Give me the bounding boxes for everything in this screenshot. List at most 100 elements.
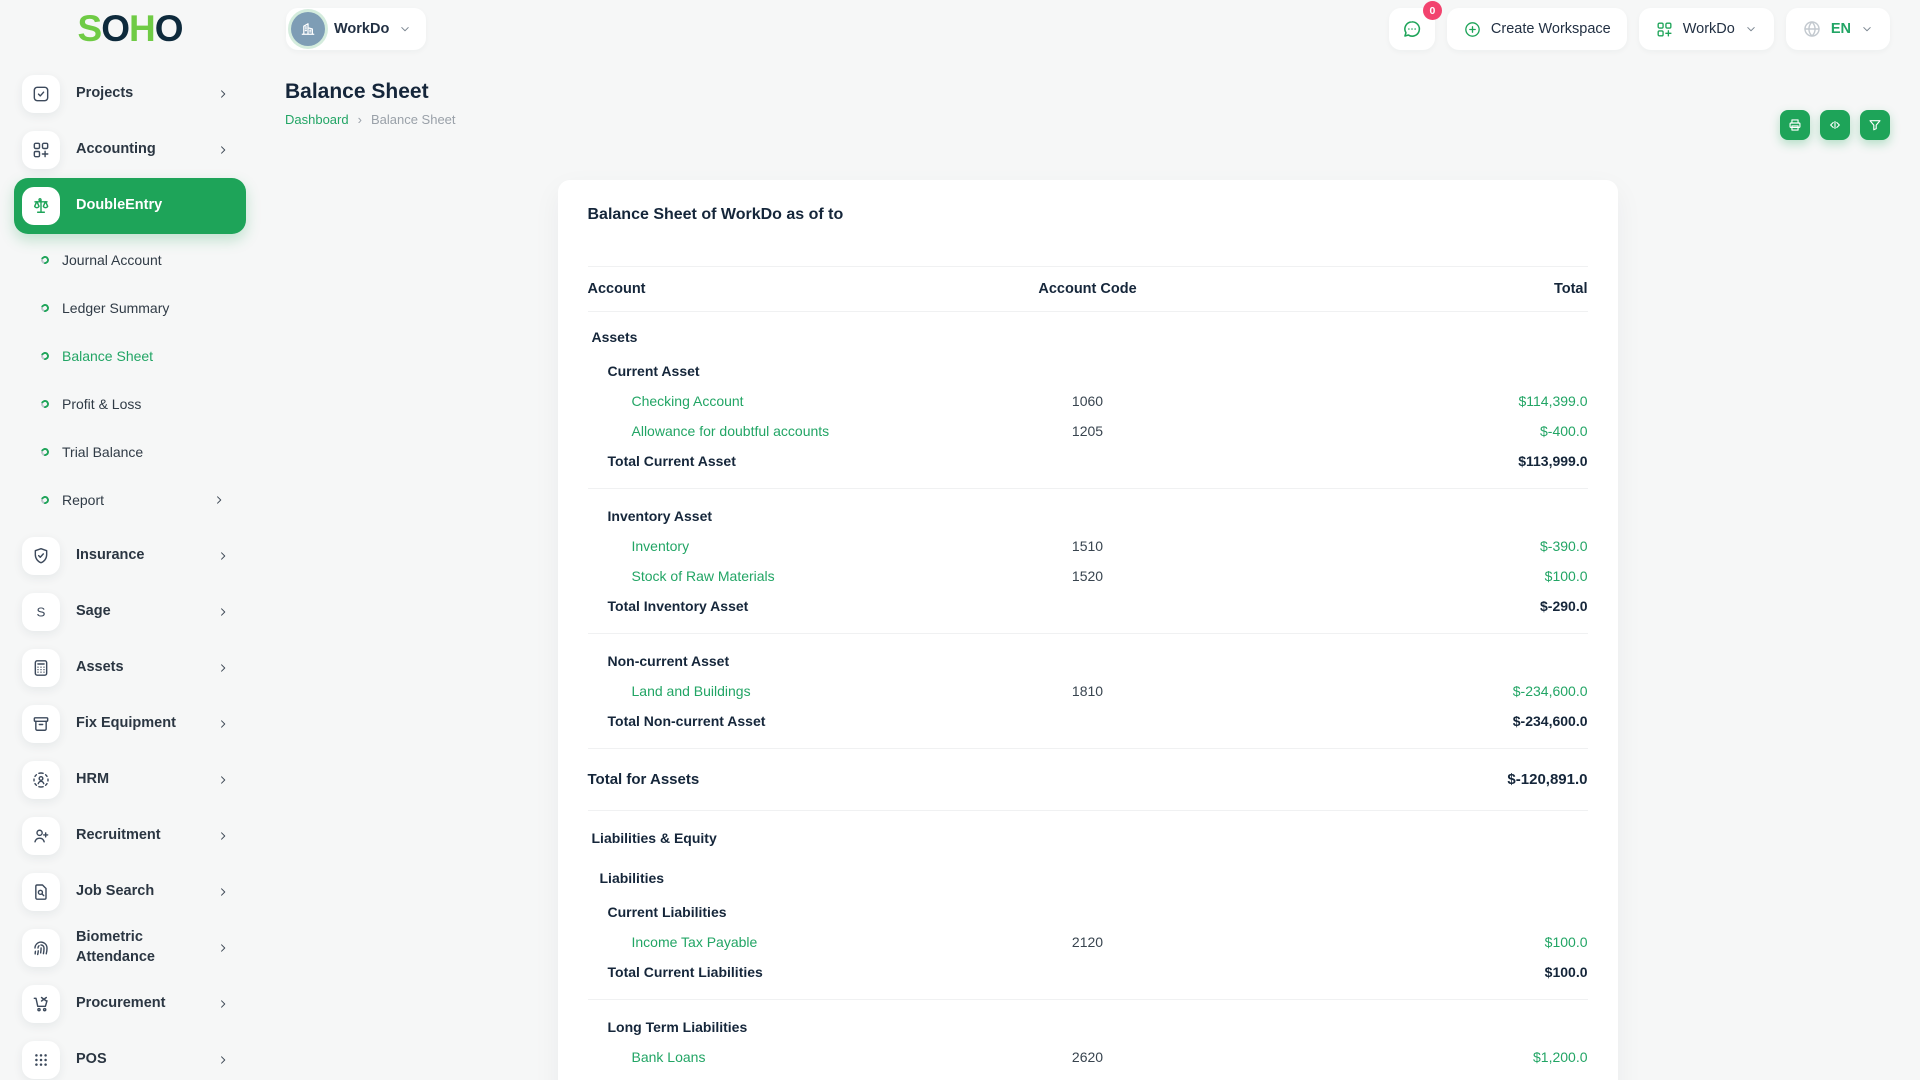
sidebar-item-assets[interactable]: Assets <box>14 640 246 696</box>
sidebar-item-pos[interactable]: POS <box>14 1032 246 1080</box>
checkbox-icon <box>22 75 60 113</box>
print-button[interactable] <box>1780 110 1810 140</box>
sidebar-item-insurance[interactable]: Insurance <box>14 528 246 584</box>
account-link[interactable]: Checking Account <box>631 393 744 409</box>
table-row-current-asset: Current Asset <box>588 356 1588 386</box>
create-workspace-button[interactable]: Create Workspace <box>1446 8 1627 50</box>
sage-icon: S <box>22 593 60 631</box>
row-label: Total Non-current Asset <box>607 713 766 729</box>
sidebar-item-label: DoubleEntry <box>76 197 163 214</box>
column-header-total: Total <box>1553 281 1588 297</box>
account-link[interactable]: Inventory <box>631 538 690 554</box>
row-label: Inventory Asset <box>607 508 713 524</box>
sidebar-subitem-balance-sheet[interactable]: Balance Sheet <box>0 332 260 380</box>
main-content: Balance Sheet Dashboard › Balance Sheet … <box>260 58 1920 1080</box>
sidebar-item-procurement[interactable]: Procurement <box>14 976 246 1032</box>
account-link[interactable]: Stock of Raw Materials <box>631 568 775 584</box>
sidebar-item-accounting[interactable]: Accounting <box>14 122 246 178</box>
workdo-menu-button[interactable]: WorkDo <box>1638 8 1774 50</box>
card-title: Balance Sheet of WorkDo as of to <box>587 206 844 223</box>
sidebar-item-label: Sage <box>76 603 111 620</box>
row-total: $1,200.0 <box>1533 1049 1588 1065</box>
table-divider <box>587 633 1588 634</box>
account-link[interactable]: Land and Buildings <box>631 683 751 699</box>
table-row-non-current-asset: Non-current Asset <box>588 646 1588 676</box>
sidebar-item-label: Recruitment <box>76 827 161 844</box>
sidebar-item-label: POS <box>76 1051 107 1068</box>
chevron-down-icon <box>398 22 412 36</box>
account-link[interactable]: Allowance for doubtful accounts <box>631 423 830 439</box>
account-code: 2620 <box>1071 1049 1104 1065</box>
table-row-long-term-liabilities: Long Term Liabilities <box>588 1012 1588 1042</box>
sidebar-item-label: Accounting <box>76 141 156 158</box>
sidebar-subitem-ledger-summary[interactable]: Ledger Summary <box>0 284 260 332</box>
sidebar-subitem-label: Profit & Loss <box>62 396 142 412</box>
workspace-avatar <box>291 12 325 46</box>
chevron-right-icon <box>212 493 226 507</box>
row-label: Total Inventory Asset <box>607 598 749 614</box>
sidebar-item-recruitment[interactable]: Recruitment <box>14 808 246 864</box>
breadcrumb-separator: › <box>357 112 362 127</box>
row-total: $-390.0 <box>1540 538 1588 554</box>
sidebar-item-label: Fix Equipment <box>76 715 176 732</box>
table-row-total-non-current-asset: Total Non-current Asset $-234,600.0 <box>588 706 1588 736</box>
table-row-allowance-for-doubtful-accounts: Allowance for doubtful accounts 1205 $-400… <box>588 416 1588 446</box>
chevron-right-icon <box>216 1053 230 1067</box>
breadcrumb-current: Balance Sheet <box>370 112 456 127</box>
language-button[interactable]: EN <box>1785 8 1890 50</box>
table-row-total-long-term-liabilities: Total Long Term Liabilities$1,200.0 <box>588 1072 1588 1080</box>
table-divider <box>587 748 1588 749</box>
account-link[interactable]: Bank Loans <box>631 1049 706 1065</box>
sidebar-item-fix-equipment[interactable]: Fix Equipment <box>14 696 246 752</box>
bullet-icon <box>39 446 51 458</box>
table-body: Assets Current Asset Checking Account 1060 $… <box>587 322 1588 1080</box>
sidebar-item-hrm[interactable]: HRM <box>14 752 246 808</box>
chevron-right-icon <box>216 829 230 843</box>
row-label: Liabilities & Equity <box>591 830 717 846</box>
account-code: 1205 <box>1071 423 1104 439</box>
table-divider <box>587 488 1588 489</box>
sidebar-item-sage[interactable]: S Sage <box>14 584 246 640</box>
sidebar-item-label: Projects <box>76 85 134 102</box>
row-total: $-400.0 <box>1540 423 1588 439</box>
breadcrumb-dashboard-link[interactable]: Dashboard <box>285 112 349 127</box>
sidebar-item-doubleentry[interactable]: DoubleEntry <box>14 178 246 234</box>
language-label: EN <box>1830 21 1851 37</box>
sidebar-subitem-journal-account[interactable]: Journal Account <box>0 236 260 284</box>
chevron-right-icon <box>216 717 230 731</box>
table-row-total-current-asset: Total Current Asset $113,999.0 <box>588 446 1588 476</box>
table-row-liabilities: Liabilities <box>588 863 1588 893</box>
account-link[interactable]: Income Tax Payable <box>631 934 758 950</box>
account-code: 1060 <box>1071 393 1104 409</box>
row-label: Total Current Asset <box>607 453 736 469</box>
table-row-stock-of-raw-materials: Stock of Raw Materials 1520 $100.0 <box>588 561 1588 591</box>
sidebar-item-job-search[interactable]: Job Search <box>14 864 246 920</box>
account-code: 2120 <box>1071 934 1104 950</box>
row-total: $-120,891.0 <box>1507 771 1588 788</box>
hrm-icon <box>22 761 60 799</box>
export-button[interactable] <box>1820 110 1850 140</box>
archive-icon <box>22 705 60 743</box>
sidebar-item-projects[interactable]: Projects <box>14 66 246 122</box>
row-total: $114,399.0 <box>1518 393 1588 409</box>
submenu-doubleentry: Journal Account Ledger Summary Balance She… <box>0 234 260 528</box>
filter-button[interactable] <box>1860 110 1890 140</box>
messages-button[interactable]: 0 <box>1388 1 1442 50</box>
table-row-checking-account: Checking Account 1060 $114,399.0 <box>588 386 1588 416</box>
row-label: Total Current Liabilities <box>607 964 763 980</box>
chevron-right-icon <box>216 885 230 899</box>
sidebar-subitem-profit-loss[interactable]: Profit & Loss <box>0 380 260 428</box>
workspace-switcher[interactable]: WorkDo <box>286 8 427 50</box>
code-icon <box>1827 117 1843 133</box>
sidebar-subitem-report[interactable]: Report <box>0 476 260 524</box>
bullet-icon <box>39 302 51 314</box>
globe-icon <box>1802 19 1822 39</box>
table-row-income-tax-payable: Income Tax Payable 2120 $100.0 <box>588 927 1588 957</box>
sidebar-subitem-trial-balance[interactable]: Trial Balance <box>0 428 260 476</box>
sidebar-subitem-label: Balance Sheet <box>62 348 154 364</box>
logo-letter: H <box>128 8 156 49</box>
row-total: $100.0 <box>1544 964 1588 980</box>
sidebar-item-biometric-attendance[interactable]: Biometric Attendance <box>14 920 246 976</box>
